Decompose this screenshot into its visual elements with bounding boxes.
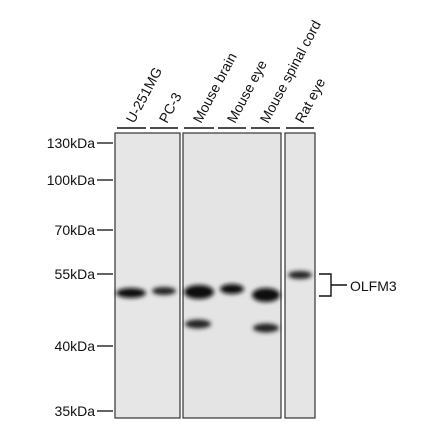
lane-label: Rat eye [292,75,329,125]
marker-labels: 130kDa 100kDa 70kDa 55kDa 40kDa 35kDa [47,135,95,419]
band [116,288,146,298]
marker-ticks [97,142,113,412]
marker-label: 35kDa [55,403,96,419]
blot-panel [182,132,282,419]
bands [116,271,312,333]
target-bracket [319,273,347,297]
marker-label: 70kDa [55,222,96,238]
band [288,271,312,279]
band [184,285,214,299]
target-label: OLFM3 [350,278,397,294]
marker-label: 130kDa [47,135,95,151]
marker-label: 40kDa [55,338,96,354]
marker-label: 55kDa [55,266,96,282]
band [252,288,280,302]
marker-label: 100kDa [47,172,95,188]
band [152,287,176,295]
band [220,284,244,294]
band [185,319,211,329]
blot-panel [114,132,181,419]
band [253,323,279,333]
lane-label: PC-3 [156,90,185,126]
